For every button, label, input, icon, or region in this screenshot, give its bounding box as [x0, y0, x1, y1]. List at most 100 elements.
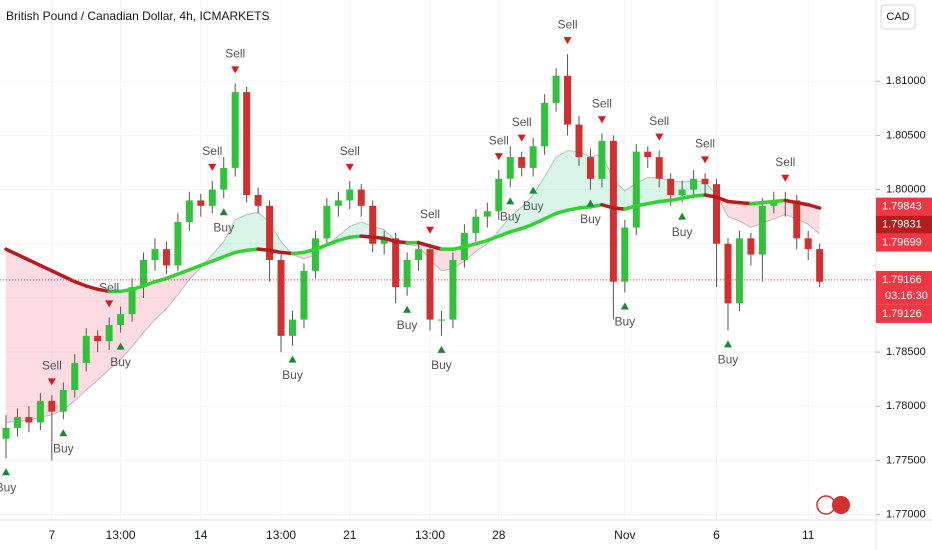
currency-box[interactable]	[880, 4, 916, 30]
cloud	[28, 260, 41, 421]
ma-segment	[519, 222, 535, 231]
candle-body	[483, 211, 491, 217]
ma-segment	[27, 258, 43, 268]
ma-segment	[221, 250, 237, 259]
candle-body	[105, 325, 113, 342]
ma-segment	[84, 284, 100, 291]
candle-body	[415, 249, 423, 260]
ma-segment	[508, 226, 524, 234]
x-tick-label: 14	[194, 528, 208, 542]
ma-segment	[210, 255, 226, 263]
ma-segment	[737, 200, 753, 206]
ma-segment	[176, 268, 192, 276]
ma-segment	[668, 196, 684, 203]
candle-body	[277, 260, 285, 336]
cloud	[17, 254, 29, 422]
ma-segment	[416, 240, 432, 248]
buy-label: Buy	[110, 355, 131, 369]
buy-label: Buy	[431, 358, 452, 372]
x-tick-label: 11	[802, 528, 815, 542]
cloud	[177, 269, 190, 295]
candle-body	[25, 417, 33, 423]
buy-arrow	[59, 429, 68, 437]
ma-segment	[325, 238, 341, 247]
sell-arrow	[105, 300, 114, 308]
candle-body	[403, 260, 411, 288]
candle-body	[140, 260, 148, 288]
ma-segment	[313, 243, 329, 251]
cloud	[510, 206, 522, 232]
candle-body	[472, 216, 480, 233]
ma-segment	[760, 199, 776, 205]
candle-body	[254, 195, 262, 206]
ma-segment	[256, 247, 272, 252]
ma-segment	[302, 247, 318, 255]
candle-body	[598, 140, 606, 179]
candle-body	[713, 184, 721, 244]
chart-title: British Pound / Canadian Dollar, 4h, ICM…	[6, 9, 269, 23]
sell-arrow	[231, 66, 240, 74]
ma-segment	[61, 274, 77, 284]
candle-body	[231, 92, 239, 168]
sell-label: Sell	[225, 47, 245, 61]
candle-body	[724, 243, 732, 304]
candle-body	[311, 238, 319, 271]
candle-body	[128, 287, 136, 315]
ma-segment	[531, 217, 547, 226]
sell-label: Sell	[420, 207, 440, 221]
price-label-box	[876, 233, 932, 252]
candle-body	[36, 400, 44, 423]
candle-body	[220, 167, 228, 190]
sell-label: Sell	[775, 155, 795, 169]
ma-segment	[73, 279, 88, 288]
sell-arrow	[426, 226, 435, 234]
buy-label: Buy	[523, 199, 544, 213]
price-label: 1.79831	[882, 218, 922, 230]
ma-segment	[691, 193, 707, 198]
fast-line	[5, 150, 820, 423]
currency[interactable]: CAD	[886, 11, 909, 23]
ma-segment	[348, 234, 364, 239]
ma-segment	[359, 234, 375, 239]
candle-body	[518, 157, 526, 168]
x-tick-label: 13:00	[415, 528, 445, 542]
ma-segment	[141, 279, 157, 288]
icon[interactable]	[832, 496, 850, 514]
candle-body	[300, 270, 308, 320]
candle-body	[655, 157, 663, 179]
buy-arrow	[620, 302, 629, 310]
candle-body	[701, 178, 709, 185]
buy-arrow	[219, 208, 228, 216]
buy-label: Buy	[0, 480, 16, 494]
ma-segment	[680, 194, 696, 200]
candle-body	[564, 75, 572, 125]
ma-segment	[634, 201, 650, 208]
ma-segment	[336, 235, 352, 243]
buy-arrow	[723, 340, 732, 348]
candle-body	[82, 335, 90, 363]
price-label: 1.79843	[882, 200, 922, 212]
sell-label: Sell	[202, 144, 222, 158]
candle-body	[667, 178, 675, 195]
candle-body	[506, 157, 514, 179]
price-label-box	[876, 270, 932, 305]
ma-segment	[542, 211, 558, 221]
sell-label: Sell	[42, 359, 62, 373]
candle-body	[289, 319, 296, 336]
y-tick-label: 1.78500	[886, 346, 926, 358]
candle-body	[541, 102, 549, 147]
buy-arrow	[403, 305, 412, 313]
ma-segment	[474, 238, 490, 246]
ma-segment	[714, 195, 730, 204]
ma-segment	[15, 252, 31, 262]
sell-arrow	[345, 163, 354, 171]
ma-segment	[451, 245, 467, 251]
candle-body	[735, 238, 743, 304]
buy-label: Buy	[672, 225, 693, 239]
price-label: 1.79166	[882, 274, 922, 286]
cloud	[86, 286, 98, 390]
candle-body	[369, 205, 377, 244]
buy-label: Buy	[397, 318, 418, 332]
price-label: 1.79699	[882, 236, 922, 248]
